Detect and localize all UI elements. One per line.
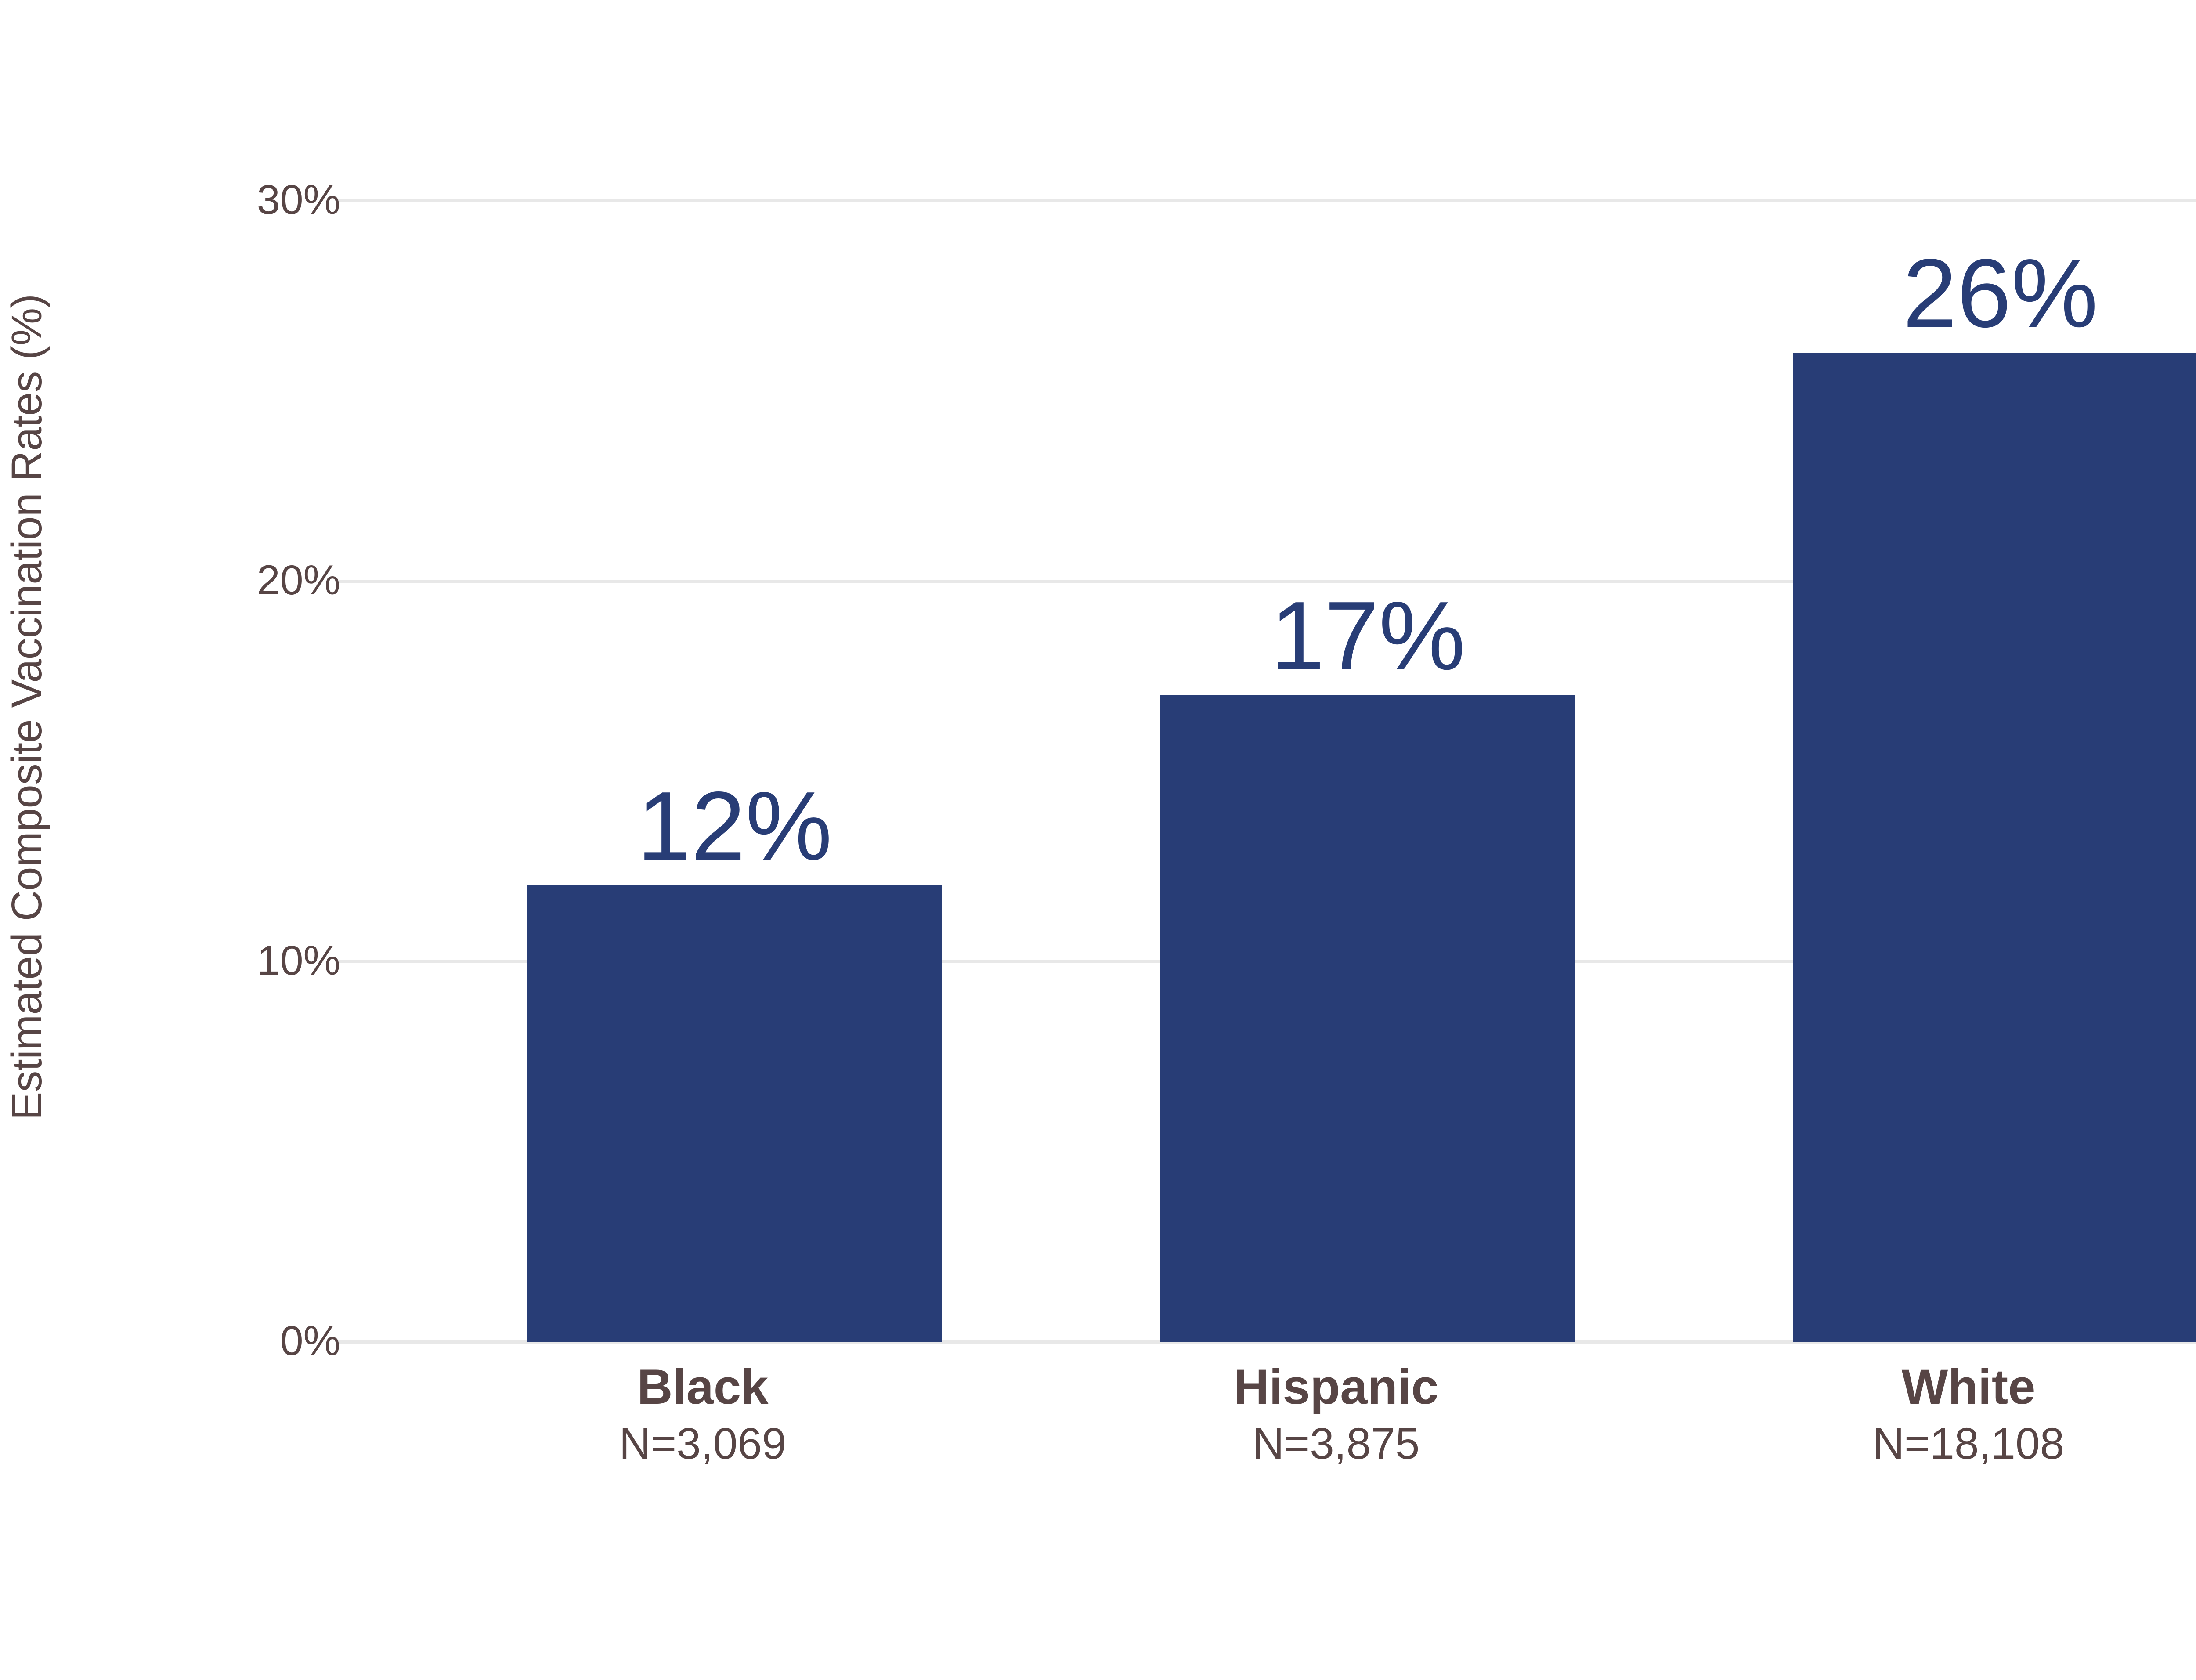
y-tick-label-30: 30% [256,177,340,223]
bar-slot-hispanic: 17% [1160,201,1575,1342]
y-tick-label-20: 20% [256,557,340,603]
bar-black[interactable] [527,885,942,1342]
bar-hispanic[interactable] [1160,695,1575,1342]
x-axis-label-hispanic: Hispanic N=3,875 [1073,1359,1600,1474]
y-tick-label-0: 0% [280,1318,340,1364]
category-n-hispanic: N=3,875 [1252,1419,1420,1469]
x-axis-label-black: Black N=3,069 [439,1359,966,1474]
bar-slot-black: 12% [527,201,942,1342]
gridline-30 [338,199,2196,202]
category-name-white: White [1901,1359,2036,1414]
gridline-20 [338,580,2196,583]
category-name-black: Black [637,1359,769,1414]
category-n-white: N=18,108 [1872,1419,2065,1469]
y-tick-label-10: 10% [256,937,340,984]
plot-area: 12% 17% 26% 26% [338,201,2196,1342]
bar-value-hispanic: 17% [1270,581,1466,690]
bar-value-white: 26% [1903,239,2098,348]
category-name-hispanic: Hispanic [1233,1359,1439,1414]
x-axis-label-white: White N=18,108 [1705,1359,2196,1474]
y-axis-title: Estimated Composite Vaccination Rates (%… [2,294,51,1120]
bar-slot-white: 26% [1793,201,2196,1342]
gridline-0 [338,1340,2196,1344]
bar-white[interactable] [1793,353,2196,1342]
category-n-black: N=3,069 [619,1419,787,1469]
bar-value-black: 12% [637,772,832,881]
